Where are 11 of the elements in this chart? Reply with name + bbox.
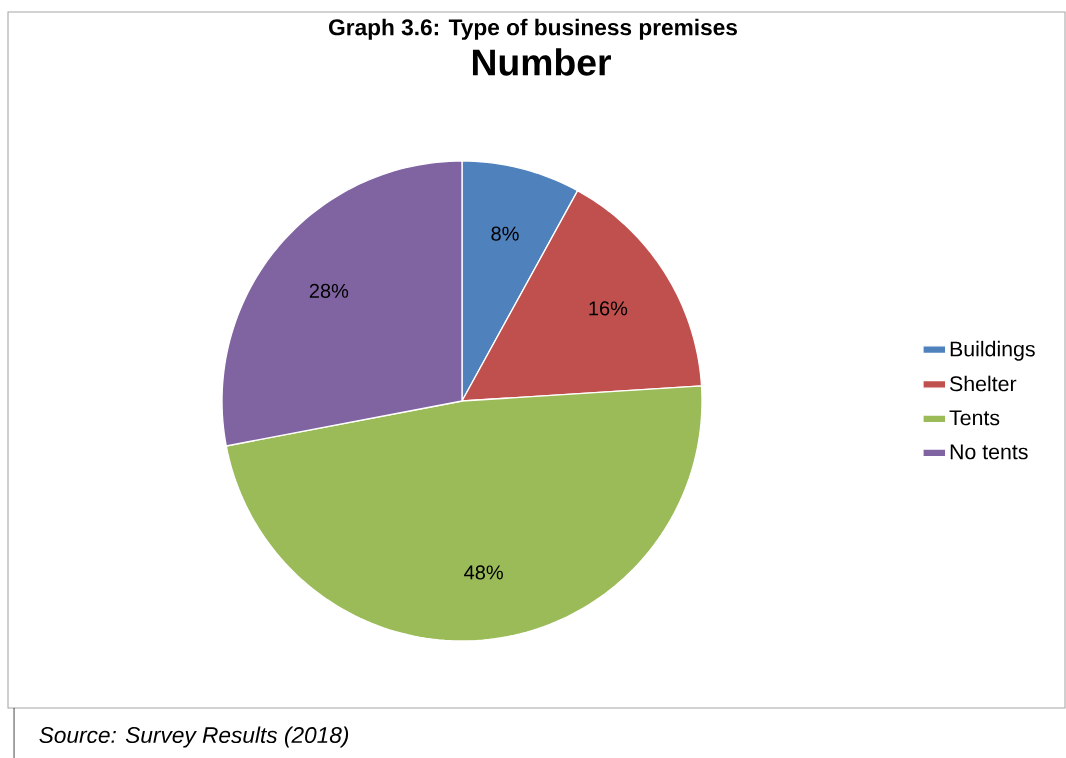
data-label: 16% xyxy=(589,301,628,316)
data-label: 28% xyxy=(309,283,349,298)
legend-label: Tents xyxy=(949,410,1000,426)
data-label: 8% xyxy=(491,226,519,241)
legend-label: Buildings xyxy=(950,340,1035,361)
caption: Graph 3.6: Type of business premises xyxy=(329,18,737,40)
source-note: Source: Survey Results (2018) xyxy=(39,726,349,748)
legend-label: No tents xyxy=(950,444,1028,460)
chart-title: Number xyxy=(472,48,611,76)
legend-label: Shelter xyxy=(950,375,1017,392)
data-label: 48% xyxy=(464,565,503,580)
